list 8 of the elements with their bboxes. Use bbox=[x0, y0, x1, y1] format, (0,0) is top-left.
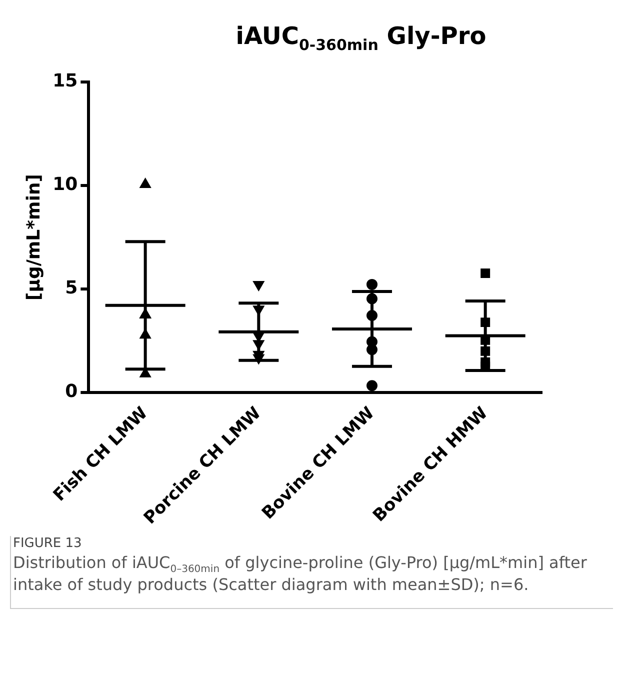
y-tick-label: 15 bbox=[52, 70, 78, 92]
y-tick-label: 0 bbox=[65, 381, 78, 402]
y-tick-label: 10 bbox=[52, 174, 78, 196]
chart-title: iAUC$_{0-360min}$ Gly-Pro bbox=[234, 21, 488, 56]
caption: FIGURE 13 bbox=[13, 536, 83, 551]
y-tick-label: 5 bbox=[65, 278, 78, 299]
y-axis-title: [µg/mL*min] bbox=[23, 174, 44, 301]
text: Distribution of iAUC$_{0–360min}$ of glycine-proline (Gly-Pro) [µg/mL*min] after intake of study products (Scatter diagram with mean±SD); n=6. bbox=[13, 553, 588, 594]
